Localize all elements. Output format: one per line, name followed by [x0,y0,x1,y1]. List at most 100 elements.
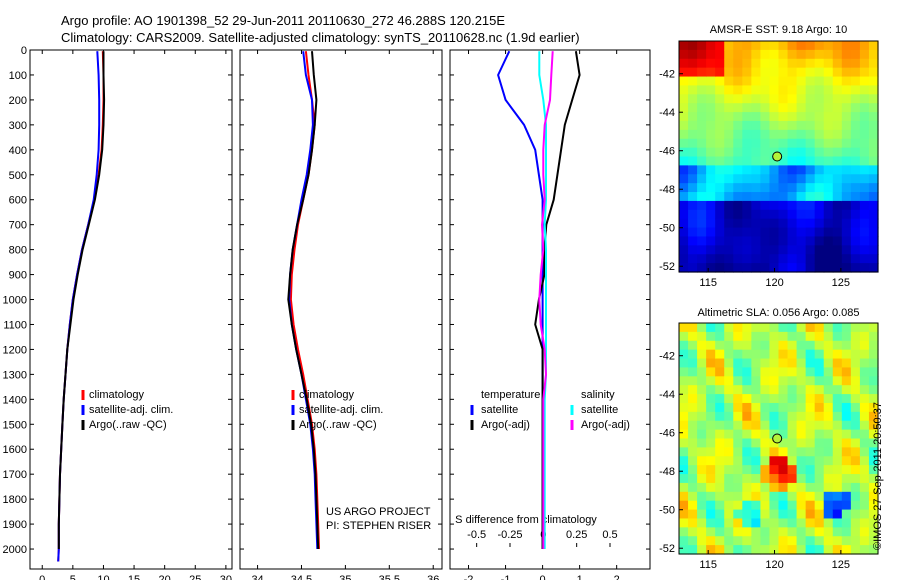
heatmap-cell [814,209,825,220]
heatmap-cell [832,227,843,238]
heatmap-cell [715,367,725,377]
heatmap-cell [868,254,879,264]
heatmap-cell [679,254,689,264]
heatmap-cell [706,165,716,175]
heatmap-cell [724,500,734,511]
heatmap-cell [796,385,807,395]
heatmap-cell [706,120,716,131]
heatmap-cell [868,394,879,404]
heatmap-cell [688,67,698,78]
heatmap-cell [787,236,798,246]
heatmap-cell [733,209,743,220]
heatmap-cell [778,165,789,175]
heatmap-cell [724,183,734,193]
heatmap-cell [868,183,879,193]
legend-group-title: salinity [581,389,615,401]
heatmap-cell [832,500,843,511]
heatmap-cell [733,456,743,466]
heatmap-cell [769,367,780,377]
heatmap-cell [751,41,762,51]
heatmap-cell [733,447,743,457]
heatmap-cell [751,263,762,273]
heatmap-cell [697,156,707,166]
heatmap-cell [751,349,762,360]
heatmap-cell [823,165,834,175]
heatmap-cell [715,138,725,149]
heatmap-cell [697,129,707,140]
heatmap-cell [868,527,879,537]
heatmap-cell [679,429,689,440]
heatmap-cell [769,465,780,475]
heatmap-cell [697,456,707,466]
heatmap-cell [787,349,798,360]
heatmap-cell [724,376,734,386]
heatmap-cell [724,545,734,555]
heatmap-cell [841,447,852,457]
heatmap-cell [760,367,771,377]
heatmap-cell [715,509,725,520]
heatmap-cell [769,500,780,511]
heatmap-cell [778,76,789,87]
heatmap-cell [724,527,734,537]
heatmap-cell [742,112,752,122]
heatmap-cell [697,218,707,229]
heatmap-cell [715,482,725,493]
heatmap-cell [778,227,789,238]
heatmap-cell [823,509,834,520]
heatmap-cell [742,447,752,457]
heatmap-cell [742,438,752,448]
heatmap-cell [805,367,816,377]
heatmap-cell [814,245,825,255]
heatmap-cell [679,85,689,95]
heatmap-cell [706,209,716,220]
heatmap-cell [841,482,852,493]
heatmap-cell [706,527,716,537]
heatmap-cell [751,174,762,184]
heatmap-cell [679,376,689,386]
heatmap-cell [859,67,870,78]
heatmap-cell [706,536,716,546]
heatmap-cell [778,474,789,484]
heatmap-cell [832,420,843,431]
heatmap-cell [688,465,698,475]
heatmap-cell [760,323,771,333]
heatmap-cell [724,192,734,202]
heatmap-cell [751,165,762,175]
heatmap-cell [778,527,789,537]
heatmap-cell [706,456,716,466]
heatmap-cell [715,85,725,95]
heatmap-cell [733,323,743,333]
heatmap-cell [796,165,807,175]
heatmap-cell [742,482,752,493]
heatmap-cell [832,411,843,422]
heatmap-cell [787,209,798,220]
heatmap-cell [805,129,816,140]
y-tick-label: 1000 [3,295,27,307]
heatmap-cell [706,429,716,440]
heatmap-cell [742,103,752,113]
heatmap-cell [769,509,780,520]
heatmap-cell [805,112,816,122]
heatmap-cell [724,156,734,166]
heatmap-cell [859,367,870,377]
heatmap-cell [859,527,870,537]
heatmap-cell [823,402,834,413]
heatmap-cell [841,385,852,395]
heatmap-cell [769,129,780,140]
x-tick-label: 35.5 [379,574,400,580]
heatmap-cell [796,447,807,457]
heatmap-cell [796,227,807,238]
heatmap-cell [751,218,762,229]
heatmap-cell [823,245,834,255]
heatmap-cell [841,474,852,484]
y-tick-label: 1200 [3,344,27,356]
heatmap-cell [742,456,752,466]
heatmap-cell [868,85,879,95]
heatmap-cell [778,385,789,395]
heatmap-cell [760,174,771,184]
heatmap-cell [724,438,734,448]
heatmap-cell [841,429,852,440]
heatmap-cell [769,527,780,537]
heatmap-cell [733,420,743,431]
heatmap-cell [769,218,780,229]
